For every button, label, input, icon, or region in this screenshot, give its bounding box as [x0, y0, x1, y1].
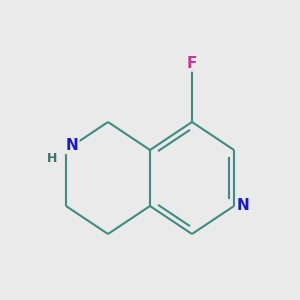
Text: F: F: [187, 56, 197, 70]
Text: N: N: [237, 199, 249, 214]
Text: N: N: [66, 138, 78, 153]
Text: H: H: [47, 152, 58, 166]
